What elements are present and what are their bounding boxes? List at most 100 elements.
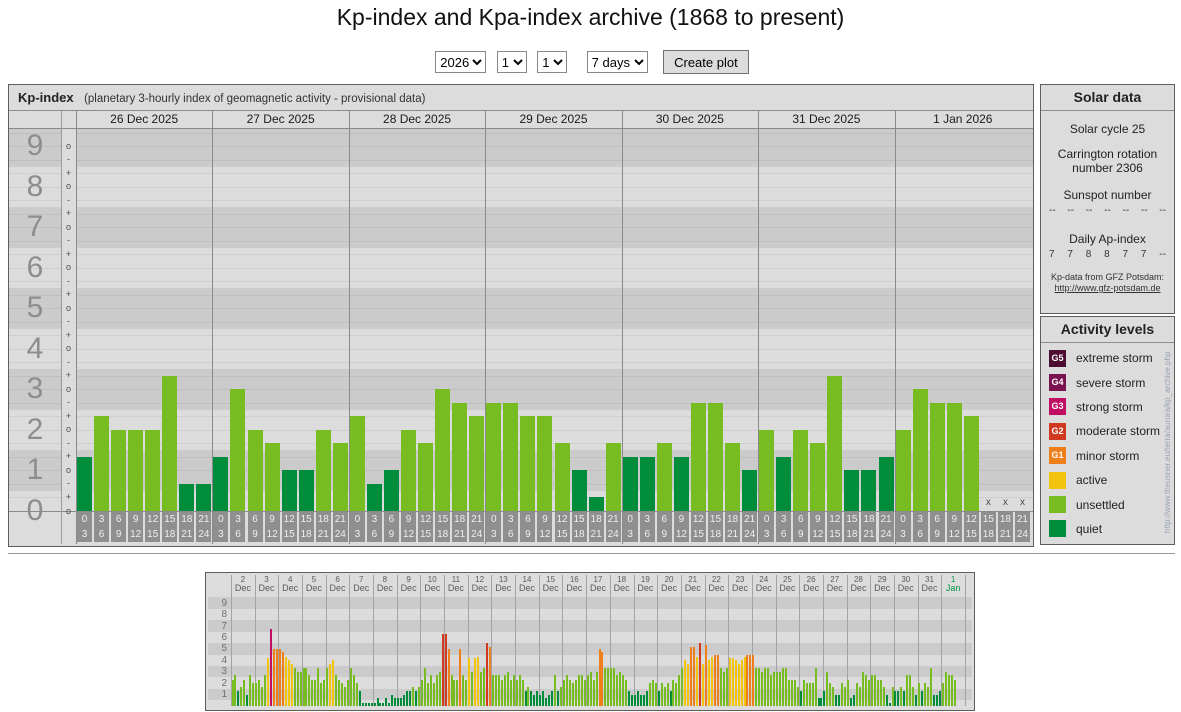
overview-bar	[246, 694, 249, 706]
kp-bar	[878, 456, 894, 511]
kp-data-source-line1: Kp-data from GFZ Potsdam:	[1050, 272, 1165, 282]
overview-bar	[681, 668, 684, 706]
time-start: 12	[420, 514, 432, 525]
time-end: 6	[644, 529, 651, 540]
overview-bar	[616, 675, 619, 706]
overview-bar	[382, 702, 385, 706]
site-watermark: http://www.theusner.eu/terra/aurora/kp_a…	[1163, 351, 1172, 533]
overview-day-number: 1	[950, 575, 956, 584]
overview-bar	[565, 675, 568, 706]
overview-bar	[258, 679, 261, 706]
overview-day-number: 24	[759, 575, 769, 584]
time-start: 21	[334, 514, 346, 525]
overview-day-label: 22 Dec	[705, 576, 729, 594]
day-header: 29 Dec 2025	[519, 112, 588, 126]
overview-bar	[308, 675, 311, 706]
overview-bar	[367, 702, 370, 706]
overview-day-separator	[822, 575, 824, 706]
overview-day-label: 14 Dec	[515, 576, 539, 594]
overview-day-label: 24 Dec	[752, 576, 776, 594]
kp-gridline	[9, 348, 1033, 350]
overview-day-month: Dec	[826, 583, 843, 593]
overview-bar	[622, 675, 625, 706]
overview-day-month: Dec	[589, 583, 606, 593]
sunspot-value: --	[1067, 205, 1075, 216]
ap-index-value: --	[1159, 249, 1166, 260]
overview-bar	[636, 691, 639, 706]
activity-levels-panel: Activity levels G5 extreme storm G4 severe …	[1040, 316, 1175, 545]
time-end: 24	[1016, 529, 1028, 540]
legend-label: active	[1076, 473, 1108, 488]
kp-data-source-link[interactable]: http://www.gfz-potsdam.de	[1054, 283, 1161, 293]
y-axis-label: 8	[26, 169, 44, 203]
time-end: 24	[744, 529, 756, 540]
create-plot-button[interactable]: Create plot	[663, 50, 749, 74]
overview-day-label: 4 Dec	[278, 576, 302, 594]
y-axis-subtick: -	[67, 154, 70, 165]
ap-index-value: 7	[1049, 249, 1055, 260]
overview-bar	[719, 668, 722, 706]
overview-bar	[817, 698, 820, 706]
overview-bar	[802, 679, 805, 706]
overview-day-number: 8	[382, 575, 388, 584]
overview-bar	[568, 679, 571, 706]
overview-bar	[352, 675, 355, 706]
time-start: 0	[81, 514, 88, 525]
day-header: 27 Dec 2025	[246, 112, 315, 126]
time-start: 15	[300, 514, 312, 525]
time-end: 21	[590, 529, 602, 540]
kp-bar	[827, 375, 843, 511]
overview-day-number: 2	[240, 575, 246, 584]
overview-bar	[764, 668, 767, 706]
overview-day-month: Dec	[495, 583, 512, 593]
overview-bar	[604, 668, 607, 706]
overview-day-label: 13 Dec	[491, 576, 515, 594]
overview-bar	[900, 686, 903, 706]
overview-bar	[456, 679, 459, 706]
kp-bar	[162, 375, 178, 511]
ap-index-value: 8	[1085, 249, 1092, 260]
overview-day-separator	[728, 575, 730, 706]
time-end: 9	[797, 529, 804, 540]
year-select[interactable]: 2026	[435, 51, 487, 73]
overview-day-number: 14	[522, 575, 532, 584]
overview-bar	[358, 691, 361, 706]
time-end: 24	[198, 529, 210, 540]
time-start: 3	[371, 514, 378, 525]
y-axis-label: 6	[26, 250, 44, 284]
time-start: 18	[726, 514, 739, 525]
overview-day-separator	[538, 575, 540, 706]
time-interval-label: 15 18	[298, 512, 314, 542]
overview-y-label: 6	[221, 631, 227, 643]
overview-bar	[595, 671, 598, 706]
overview-day-separator	[491, 575, 493, 706]
overview-day-number: 21	[688, 575, 698, 584]
overview-bar	[773, 671, 776, 706]
legend-swatch-extreme-storm: G5	[1049, 349, 1066, 367]
time-start: 9	[542, 514, 548, 525]
overview-day-number: 7	[358, 575, 364, 584]
y-axis-subtick: +	[65, 451, 72, 462]
time-end: 18	[437, 529, 449, 540]
overview-day-month: Dec	[447, 583, 464, 593]
kp-main-chart: 0+o1+o-2+o-3+o-4+o-5+o-6+o-7+o-8+o-9o-+o…	[9, 111, 1033, 544]
range-select[interactable]: 7 days	[586, 51, 648, 73]
time-end: 15	[420, 529, 432, 540]
overview-bar	[628, 691, 631, 706]
y-axis-subtick: o	[65, 181, 71, 192]
time-start: 12	[692, 514, 704, 525]
kp-gridline	[9, 240, 1033, 242]
time-interval-label: 9 12	[946, 512, 962, 542]
kp-band-8	[9, 166, 1033, 208]
time-end: 18	[300, 529, 312, 540]
day-select[interactable]: 1	[537, 51, 568, 73]
time-end: 15	[829, 529, 841, 540]
overview-day-number: 28	[853, 575, 863, 584]
overview-bar	[459, 648, 462, 706]
y-axis-subtick: o	[65, 221, 71, 232]
overview-bar	[296, 671, 299, 706]
month-select[interactable]: 1	[496, 51, 527, 73]
